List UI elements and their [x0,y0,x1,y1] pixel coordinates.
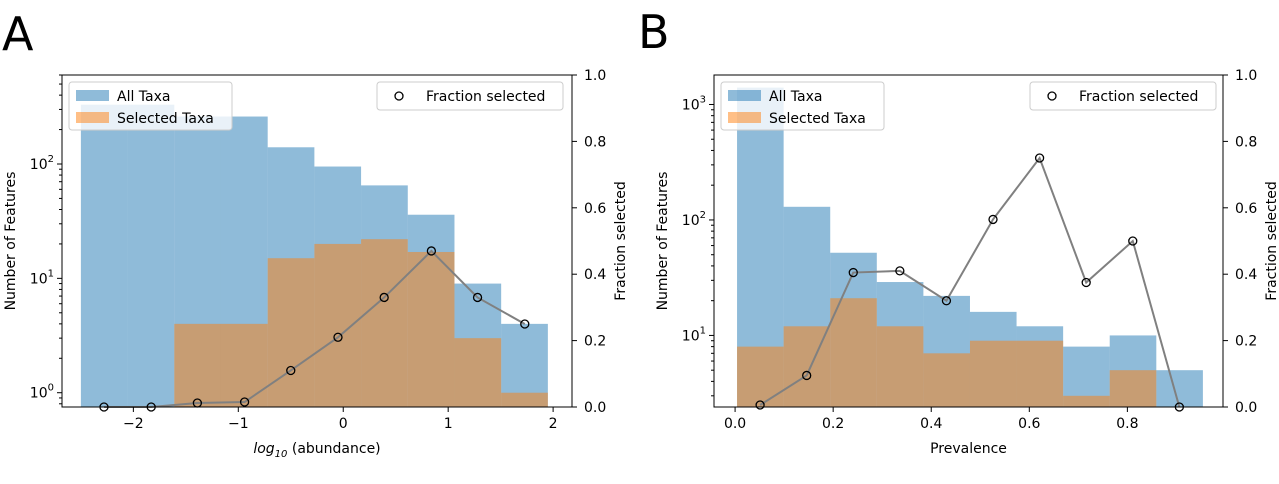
all-taxa-bar [127,104,175,408]
legend-swatch [728,112,761,123]
legend-left: All Taxa Selected Taxa [68,81,233,131]
y-right-tick-label: 0.4 [584,267,606,283]
chart-panel-a: A −2 −1 0 1 2 100 101 102 0.0 0.2 0.4 0.6 0.8 1.0 log10… [2,7,629,460]
y-tick-label: 101 [682,325,706,344]
legend-right: Fraction selected [376,81,564,111]
selected-taxa-bar [830,298,877,407]
x-tick-label: 0.4 [920,416,942,432]
legend-swatch [728,90,761,101]
y-axis-label: Number of Features [3,172,19,311]
y-right-axis-label: Fraction selected [1264,181,1279,300]
y-right-tick-label: 0.6 [584,201,606,217]
legend-marker [1047,91,1057,101]
selected-taxa-bar [969,340,1017,407]
fraction-selected-line [103,249,526,408]
x-tick-label: 0.2 [822,416,844,432]
legend-label: Fraction selected [426,89,545,105]
selected-taxa-bar [220,323,268,407]
fraction-selected-point [379,292,389,303]
plot-frame [61,74,573,408]
legend-box [720,81,885,131]
y-right-tick-label: 0.0 [1235,400,1257,416]
selected-taxa-bar [501,392,548,407]
fraction-selected-point [988,214,998,225]
fraction-selected-point [286,365,296,376]
selected-taxa-bar [876,326,924,407]
legend-label: All Taxa [769,89,822,105]
selected-taxa-bar [174,323,221,407]
fraction-selected-point [520,319,530,329]
y-right-tick-label: 0.8 [584,134,606,150]
y-right-axis-label: Fraction selected [613,181,629,300]
legend-label: Selected Taxa [117,111,214,127]
fraction-selected-point [1081,277,1091,288]
selected-taxa-bar [314,243,362,407]
y-right-tick-label: 0.8 [1235,134,1257,150]
x-tick-label: −2 [123,416,144,432]
selected-taxa-bar [1109,370,1157,407]
all-taxa-bar [80,104,128,408]
fraction-selected-point [333,332,343,342]
x-tick-label: 1 [444,416,453,432]
selected-taxa-bar [454,338,502,407]
legend-right: Fraction selected [1029,81,1217,111]
fraction-selected-point [1034,153,1045,163]
y-tick-label: 101 [30,268,54,287]
panel-label: A [2,7,34,61]
legend-box [68,81,233,131]
legend-left: All Taxa Selected Taxa [720,81,885,131]
y-tick-label: 102 [30,154,54,173]
legend-marker [394,91,404,101]
y-right-tick-label: 0.2 [1235,334,1257,350]
legend-label: Fraction selected [1079,89,1198,105]
x-axis-label: Prevalence [930,441,1007,457]
y-axis-label: Number of Features [655,172,671,311]
y-right-tick-label: 0.0 [584,400,606,416]
x-tick-label: 0.8 [1116,416,1138,432]
y-right-tick-label: 1.0 [1235,68,1257,84]
x-tick-label: 2 [549,416,558,432]
y-right-tick-label: 0.4 [1235,267,1257,283]
legend-label: All Taxa [117,89,170,105]
y-right-tick-label: 0.6 [1235,201,1257,217]
selected-taxa-bar [1063,395,1110,407]
fraction-selected-point [848,267,858,278]
x-tick-label: 0.0 [724,416,746,432]
legend-label: Selected Taxa [769,111,866,127]
selected-taxa-bar [267,258,315,407]
x-tick-label: 0.6 [1018,416,1040,432]
plot-frame [713,74,1224,408]
all-taxa-bar [1156,370,1203,407]
y-tick-label: 103 [682,94,706,113]
legend-swatch [76,90,109,101]
fraction-selected-point [1128,236,1138,246]
fraction-selected-point [426,246,437,256]
y-tick-label: 102 [682,210,706,229]
x-axis-label: log10 (abundance) [253,441,380,460]
fraction-selected-point [802,370,812,381]
y-tick-label: 100 [30,383,54,402]
fraction-selected-point [472,292,483,303]
selected-taxa-bar [737,346,784,407]
fraction-selected-point [895,266,905,276]
y-right-tick-label: 1.0 [584,68,606,84]
fraction-selected-point [755,400,765,410]
selected-taxa-bar [1016,340,1064,407]
fraction-selected-point [239,397,250,407]
panel-label: B [638,5,670,59]
legend-swatch [76,112,109,123]
selected-taxa-bar [361,239,408,407]
fraction-selected-line [759,155,1181,408]
selected-taxa-bar [923,353,970,407]
legend-box [376,81,564,111]
y-right-tick-label: 0.2 [584,334,606,350]
x-tick-label: −1 [228,416,249,432]
chart-panel-b: B 0.0 0.2 0.4 0.6 0.8 101 102 103 0.0 0.2 0.4 0.6 0.8… [638,5,1279,457]
selected-taxa-bar [407,251,455,407]
x-tick-label: 0 [339,416,348,432]
legend-box [1029,81,1217,111]
fraction-selected-point [941,296,952,306]
